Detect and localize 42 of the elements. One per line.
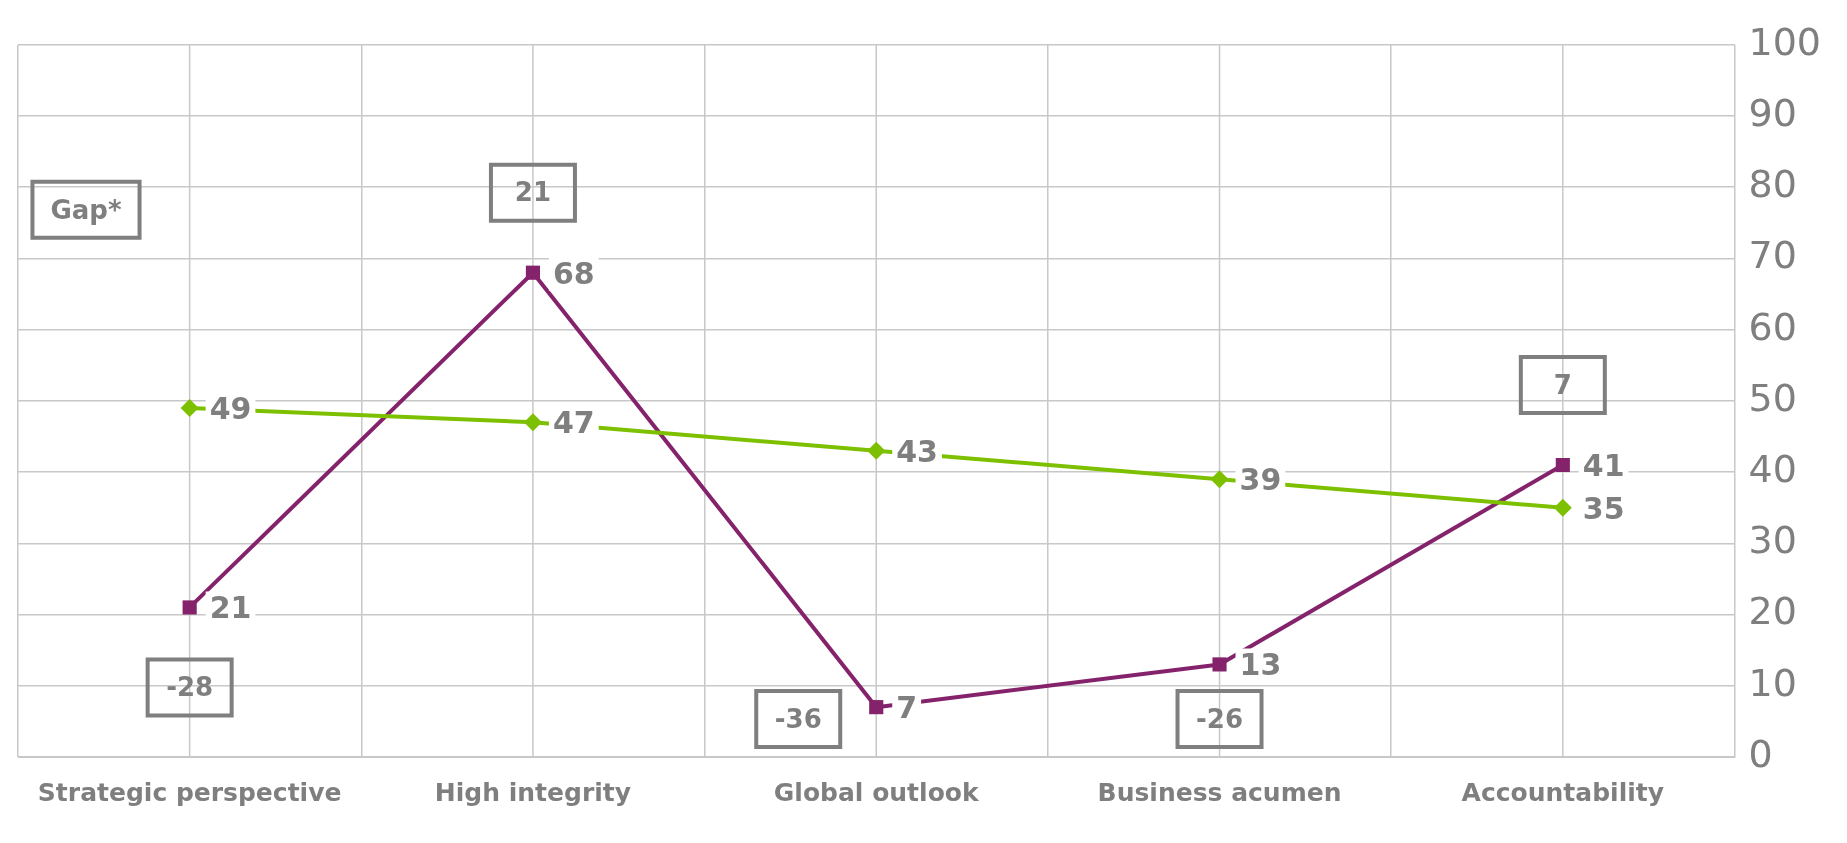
data-label: 35 <box>1582 490 1625 526</box>
point <box>180 399 199 418</box>
annotation: Gap* <box>50 194 122 225</box>
point <box>182 600 197 615</box>
annotation: 21 <box>514 177 552 208</box>
x-tick-label: High integrity <box>434 777 632 807</box>
y-tick-label: 30 <box>1748 518 1797 563</box>
data-label: 21 <box>209 590 252 626</box>
annotation: 7 <box>1553 369 1572 400</box>
point <box>1212 657 1227 672</box>
annotation: -26 <box>1196 703 1244 734</box>
point <box>867 441 886 460</box>
data-label: 49 <box>209 390 252 426</box>
point <box>1555 457 1570 473</box>
y-tick-label: 40 <box>1748 446 1797 491</box>
data-label: 68 <box>552 255 595 291</box>
y-tick-label: 100 <box>1748 19 1821 64</box>
data-label: 41 <box>1582 447 1625 483</box>
y-tick-label: 0 <box>1748 731 1773 776</box>
y-tick-label: 70 <box>1748 233 1797 278</box>
data-label: 7 <box>896 689 918 725</box>
point <box>869 700 884 715</box>
x-tick-label: Accountability <box>1461 777 1665 807</box>
point <box>1553 498 1572 517</box>
y-tick-label: 80 <box>1748 162 1797 207</box>
data-label: 13 <box>1239 647 1282 683</box>
x-tick-label: Business acumen <box>1097 777 1342 807</box>
y-tick-label: 60 <box>1748 304 1797 349</box>
x-tick-label: Strategic perspective <box>37 777 342 807</box>
y-tick-label: 10 <box>1748 660 1797 705</box>
data-label: 43 <box>896 433 938 469</box>
y-tick-label: 90 <box>1748 90 1797 135</box>
data-label: 47 <box>552 405 595 441</box>
annotation: -28 <box>166 672 214 703</box>
x-tick-label: Global outlook <box>773 777 980 807</box>
point <box>525 265 541 280</box>
point <box>523 413 542 432</box>
y-tick-label: 20 <box>1748 589 1797 634</box>
y-tick-label: 50 <box>1748 375 1797 420</box>
point <box>1210 470 1229 489</box>
data-label: 39 <box>1239 462 1282 498</box>
annotation: -36 <box>774 703 822 734</box>
